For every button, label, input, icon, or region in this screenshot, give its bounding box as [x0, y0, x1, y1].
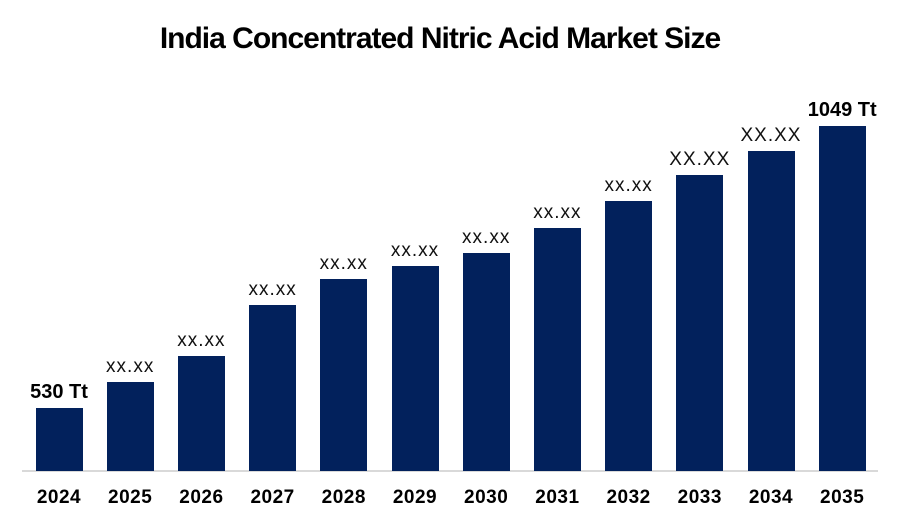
bar-2024	[35, 408, 83, 471]
bar-2033	[676, 175, 724, 471]
x-axis-line	[22, 470, 878, 472]
x-tick-label-2031: 2031	[535, 487, 580, 508]
x-tick-label-2027: 2027	[250, 487, 295, 508]
bar-2030	[462, 253, 510, 471]
x-tick-label-2033: 2033	[677, 487, 722, 508]
x-tick-label-2025: 2025	[108, 487, 153, 508]
bar-2025	[106, 382, 154, 471]
x-tick-label-2026: 2026	[179, 487, 224, 508]
x-tick-label-2029: 2029	[392, 487, 438, 508]
bar-value-label-2030: xx.xx	[462, 227, 511, 248]
x-tick-label-2032: 2032	[606, 487, 651, 508]
bar-value-label-2031: xx.xx	[533, 202, 582, 223]
bar-value-label-2026: xx.xx	[177, 330, 226, 351]
x-tick-label-2035: 2035	[820, 487, 865, 508]
x-tick-label-2030: 2030	[464, 487, 509, 508]
bar-2027	[249, 305, 297, 471]
x-tick-label-2034: 2034	[748, 487, 794, 508]
bar-value-label-2033: XX.XX	[669, 149, 731, 170]
bar-value-label-2034: XX.XX	[740, 125, 802, 146]
bar-value-label-2035: 1049 Tt	[807, 99, 877, 121]
bar-value-label-2027: xx.xx	[248, 279, 297, 300]
bar-value-label-2029: xx.xx	[390, 240, 440, 261]
bar-2035	[818, 126, 866, 471]
bar-2026	[177, 356, 225, 471]
x-tick-label-2028: 2028	[321, 487, 366, 508]
chart-title: India Concentrated Nitric Acid Market Si…	[159, 22, 721, 55]
bar-value-label-2032: xx.xx	[604, 175, 653, 196]
bar-value-label-2028: xx.xx	[319, 253, 368, 274]
bar-2028	[320, 279, 368, 471]
bar-value-label-2025: xx.xx	[106, 356, 155, 377]
x-tick-label-2024: 2024	[36, 487, 82, 508]
bar-2032	[605, 201, 653, 471]
bar-2031	[533, 228, 581, 471]
bar-2034	[747, 151, 795, 471]
bar-value-label-2024: 530 Tt	[30, 381, 88, 403]
bar-2029	[391, 266, 439, 471]
